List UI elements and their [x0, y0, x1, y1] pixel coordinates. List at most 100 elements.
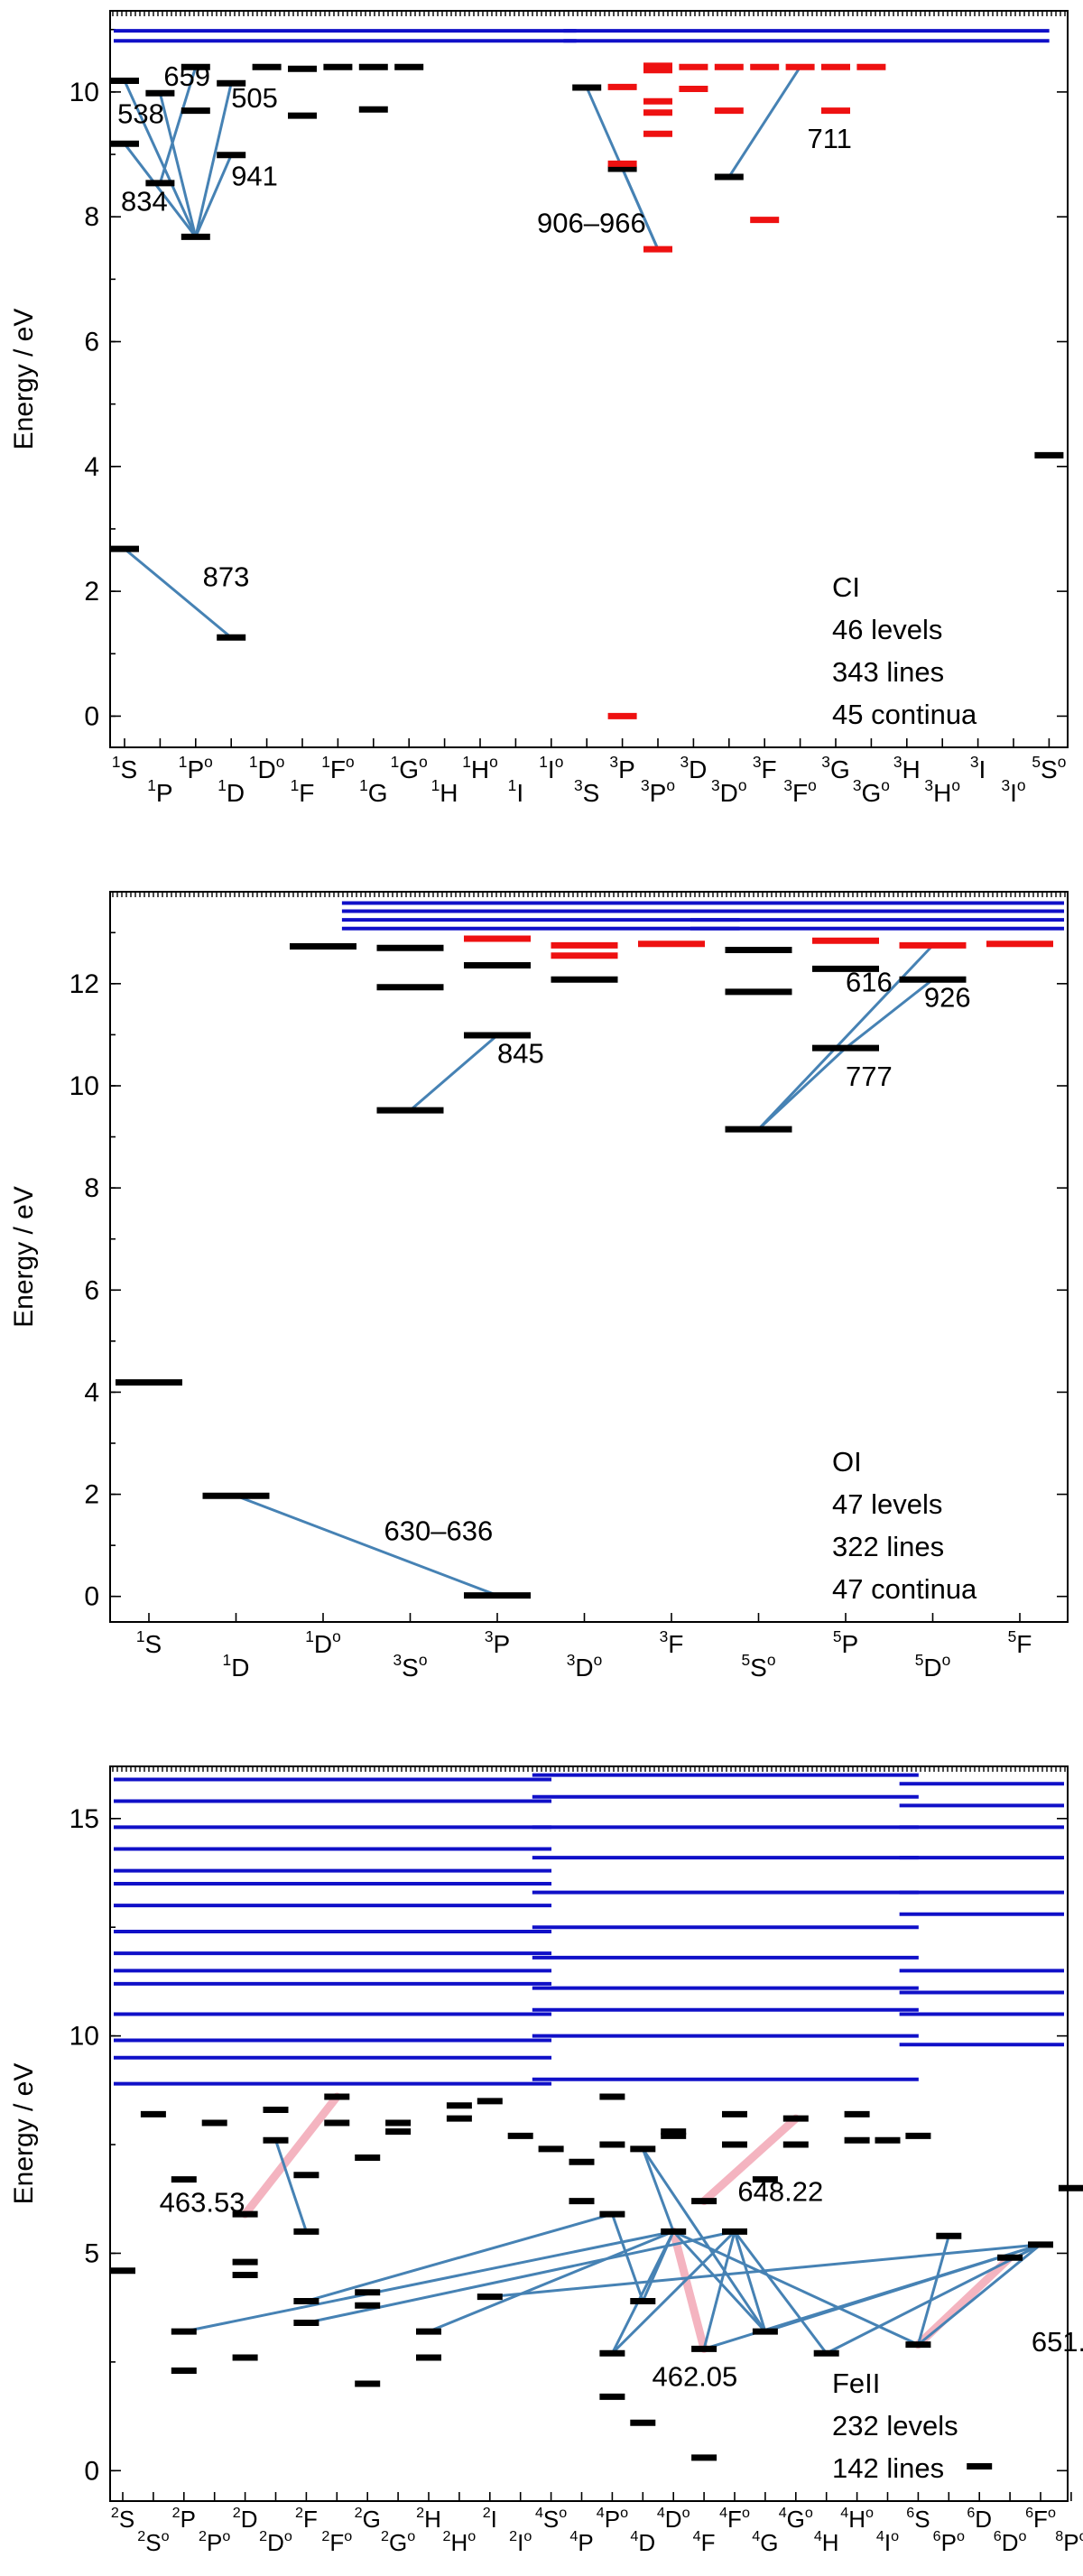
multiplicity-sup: 2 [381, 2528, 389, 2544]
column-label: 1Go [391, 753, 428, 783]
term-letter: F [299, 779, 314, 807]
multiplicity-sup: 6 [994, 2528, 1002, 2544]
multiplicity-sup: 5 [742, 1651, 751, 1669]
multiplicity-sup: 2 [137, 2528, 145, 2544]
term-letter: I [491, 2506, 497, 2533]
y-tick-label: 10 [69, 78, 99, 107]
multiplicity-sup: 2 [443, 2528, 451, 2544]
term-letter: S [120, 755, 137, 783]
term-letter: F [1033, 2506, 1048, 2533]
column-label: 3S [574, 776, 599, 807]
multiplicity-sup: 1 [462, 753, 471, 771]
column-label: 2D [233, 2505, 258, 2533]
term-letter: H [902, 755, 921, 783]
term-letter: I [884, 2529, 891, 2556]
multiplicity-sup: 3 [609, 753, 618, 771]
line-wavelength-label: 463.53 [160, 2187, 245, 2219]
column-label: 2Po [199, 2528, 230, 2556]
transition-line [844, 978, 934, 1050]
transition-line [610, 2212, 644, 2303]
multiplicity-sup: 4 [569, 2528, 578, 2544]
transition-line [825, 2243, 1042, 2355]
multiplicity-sup: 4 [779, 2505, 787, 2521]
multiplicity-sup: 2 [295, 2505, 303, 2521]
highlight-transition-line [669, 2227, 708, 2353]
term-letter: F [303, 2506, 318, 2533]
multiplicity-sup: 6 [933, 2528, 941, 2544]
multiplicity-sup: 3 [1001, 776, 1010, 794]
transition-line [123, 142, 198, 238]
column-label: 6S [906, 2505, 930, 2533]
term-letter: S [145, 2529, 161, 2556]
term-letter: P [187, 755, 204, 783]
transition-line [427, 2229, 675, 2333]
term-letter: D [575, 1654, 593, 1682]
term-letter: D [665, 2506, 682, 2533]
ion-name: CI [832, 571, 860, 603]
column-label: 1Ho [462, 753, 498, 783]
multiplicity-sup: 2 [111, 2505, 119, 2521]
transition-line [757, 943, 934, 1131]
column-label: 8Po [1055, 2528, 1083, 2556]
parity-sup: o [666, 776, 675, 794]
column-label: 2Ho [443, 2528, 477, 2556]
multiplicity-sup: 4 [630, 2528, 638, 2544]
term-letter: I [979, 755, 986, 783]
column-label: 2Do [259, 2528, 292, 2556]
column-label: 4G [752, 2528, 778, 2556]
parity-sup: o [1079, 2528, 1083, 2544]
term-letter: S [402, 1654, 419, 1682]
ion-stat: 47 continua [832, 1573, 977, 1605]
parity-sup: o [1018, 2528, 1026, 2544]
term-letter: H [848, 2506, 865, 2533]
parity-sup: o [805, 2505, 813, 2521]
multiplicity-sup: 5 [915, 1651, 924, 1669]
term-letter: G [760, 2529, 778, 2556]
term-letter: D [975, 2506, 992, 2533]
parity-sup: o [881, 776, 890, 794]
column-label: 1P [147, 776, 172, 807]
column-label: 6Fo [1025, 2505, 1056, 2533]
parity-sup: o [407, 2528, 415, 2544]
transition-line [671, 2229, 920, 2347]
ion-stat: 47 levels [832, 1488, 942, 1520]
term-letter: G [862, 779, 882, 807]
parity-sup: o [865, 2505, 874, 2521]
multiplicity-sup: 4 [535, 2505, 543, 2521]
line-wavelength-label: 834 [121, 185, 168, 217]
multiplicity-sup: 1 [431, 776, 440, 794]
transition-line [182, 2229, 675, 2333]
term-letter: D [720, 779, 738, 807]
term-letter: P [605, 2506, 620, 2533]
multiplicity-sup: 3 [393, 1651, 403, 1669]
column-label: 1Do [305, 1627, 341, 1658]
multiplicity-sup: 2 [199, 2528, 207, 2544]
line-wavelength-label: 941 [231, 161, 278, 192]
column-label: 4Ho [840, 2505, 874, 2533]
term-letter: I [516, 779, 523, 807]
multiplicity-sup: 3 [893, 753, 902, 771]
transition-line [671, 2229, 767, 2333]
multiplicity-sup: 2 [416, 2505, 424, 2521]
parity-sup: o [284, 2528, 292, 2544]
multiplicity-sup: 4 [840, 2505, 848, 2521]
multiplicity-sup: 6 [967, 2505, 975, 2521]
ion-stat: 46 levels [832, 614, 942, 645]
multiplicity-sup: 2 [355, 2505, 363, 2521]
term-letter: D [227, 779, 245, 807]
multiplicity-sup: 4 [752, 2528, 760, 2544]
column-label: 5Do [915, 1651, 951, 1682]
term-letter: P [578, 2529, 593, 2556]
line-wavelength-label: 711 [807, 123, 851, 154]
transition-line [641, 2229, 675, 2303]
column-label: 3G [821, 753, 849, 783]
column-label: 3Do [711, 776, 747, 807]
multiplicity-sup: 4 [597, 2505, 605, 2521]
multiplicity-sup: 6 [906, 2505, 914, 2521]
plot-frame [109, 10, 1069, 748]
plot-frame [109, 1765, 1069, 2502]
transition-line [235, 1494, 499, 1598]
column-label: 1F [291, 776, 315, 807]
parity-sup: o [942, 1651, 951, 1669]
